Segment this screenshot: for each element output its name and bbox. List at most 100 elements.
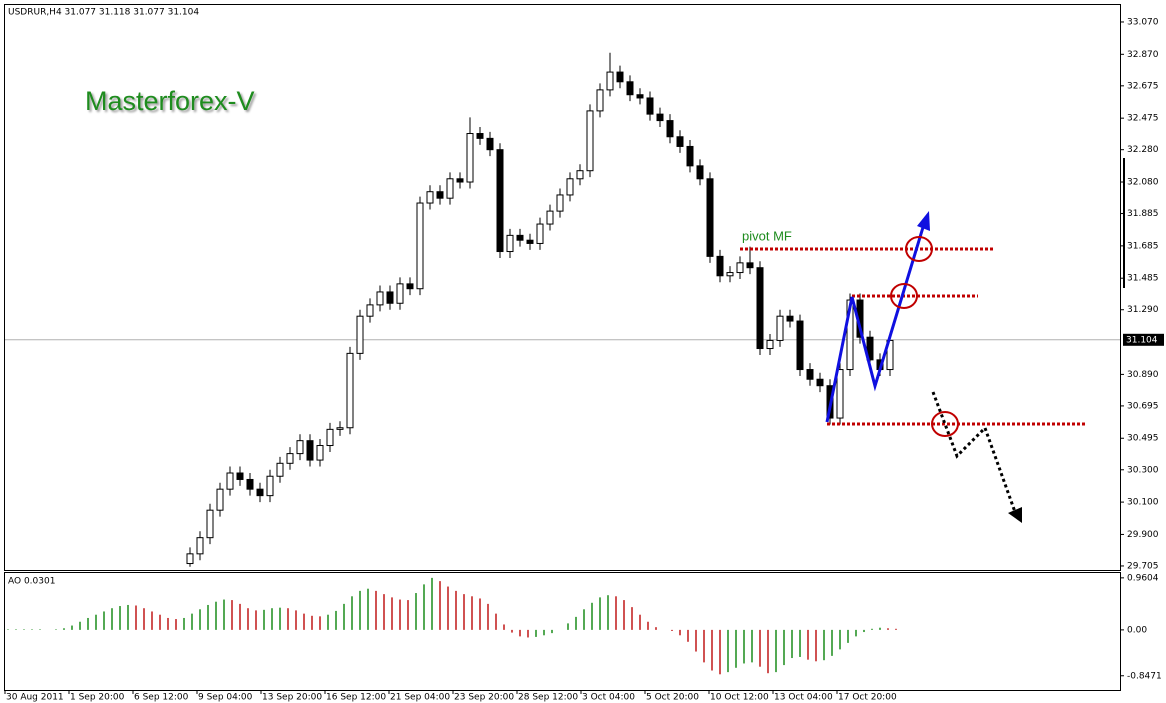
y-tick-label: 30.695	[1127, 401, 1159, 411]
candle-body	[866, 336, 874, 361]
candle-body	[746, 262, 754, 269]
candle-body	[656, 113, 664, 122]
candle-body	[696, 165, 704, 180]
candle-body	[356, 315, 364, 354]
candle-body	[726, 272, 734, 277]
candle-body	[706, 178, 714, 257]
zigzag	[931, 391, 1017, 513]
candle-body	[586, 110, 594, 172]
candle-body	[736, 262, 744, 274]
candle-body	[446, 178, 454, 199]
candle-body	[756, 267, 764, 350]
candle-body	[536, 223, 544, 244]
candle-body	[466, 133, 474, 183]
arrow-head	[917, 211, 930, 231]
candle-body	[386, 291, 394, 304]
y-tick-label: 30.495	[1127, 434, 1159, 444]
candle-body	[596, 89, 604, 112]
candle-body	[526, 239, 534, 244]
y-tick-label: 31.685	[1127, 241, 1159, 251]
y-tick-label: 32.280	[1127, 145, 1159, 155]
y-tick-label: 32.080	[1127, 178, 1159, 188]
y-tick-label: 30.300	[1127, 465, 1159, 475]
y-tick-label: 30.100	[1127, 498, 1159, 508]
candle-body	[346, 352, 354, 429]
candle-body	[666, 120, 674, 138]
candle-body	[296, 440, 304, 455]
y-tick-label: 0.9604	[1127, 573, 1159, 583]
x-tick-label: 23 Sep 20:00	[454, 693, 514, 703]
candle-body	[616, 71, 624, 83]
x-tick-label: 28 Sep 12:00	[518, 693, 578, 703]
y-tick-label: 29.705	[1127, 561, 1159, 571]
candle-body	[266, 475, 274, 497]
candle-body	[766, 339, 774, 350]
y-tick-label: 30.890	[1127, 370, 1159, 380]
candle-body	[516, 234, 524, 241]
y-tick-label: -0.8471	[1127, 671, 1162, 681]
candle-body	[306, 440, 314, 461]
y-tick-label: 31.485	[1127, 274, 1159, 284]
candle-body	[476, 133, 484, 139]
y-tick-label: 31.885	[1127, 209, 1159, 219]
circle	[905, 236, 933, 262]
x-tick-label: 17 Oct 20:00	[838, 693, 897, 703]
candle-body	[546, 210, 554, 225]
circle	[931, 411, 959, 437]
x-tick-label: 1 Sep 20:00	[70, 693, 125, 703]
x-tick-label: 9 Sep 04:00	[198, 693, 253, 703]
candle-body	[416, 202, 424, 290]
candle-body	[456, 178, 464, 183]
candle-body	[406, 283, 414, 290]
x-tick-label: 13 Sep 20:00	[262, 693, 322, 703]
candle-body	[246, 478, 254, 490]
candle-body	[396, 283, 404, 304]
annotation: pivot MF	[742, 228, 792, 243]
y-tick-label: 33.070	[1127, 17, 1159, 27]
current-price-label: 31.104	[1126, 335, 1158, 345]
y-tick-label: 32.475	[1127, 114, 1159, 124]
candle-body	[436, 191, 444, 199]
y-tick-label: 32.675	[1127, 81, 1159, 91]
y-tick-label: 31.290	[1127, 305, 1159, 315]
candle-body	[276, 462, 284, 477]
x-tick-label: 6 Sep 12:00	[134, 693, 189, 703]
candle-body	[796, 320, 804, 371]
x-tick-label: 21 Sep 04:00	[390, 693, 450, 703]
candle-body	[286, 453, 294, 464]
x-tick-label: 3 Oct 04:00	[582, 693, 635, 703]
candle-body	[566, 178, 574, 196]
candle-body	[836, 369, 844, 419]
drawings	[740, 211, 1087, 523]
y-tick-label: 0.00	[1127, 625, 1147, 635]
x-tick-label: 30 Aug 2011	[6, 693, 64, 703]
candle-body	[186, 553, 194, 565]
candle-body	[686, 145, 694, 167]
candle-body	[206, 509, 214, 539]
candle-body	[676, 136, 684, 147]
candle-body	[506, 234, 514, 253]
candle-body	[196, 537, 204, 555]
circle	[890, 283, 918, 309]
candle-body	[576, 170, 584, 180]
header: USDRUR,H4 31.077 31.118 31.077 31.104	[8, 8, 199, 18]
x-tick-label: 16 Sep 12:00	[326, 693, 386, 703]
indicator-panel	[4, 572, 1121, 691]
candle-body	[256, 488, 264, 497]
candle-body	[226, 472, 234, 490]
watermark-title: Masterforex-V	[85, 86, 255, 116]
candle-body	[376, 291, 384, 306]
candle-body	[216, 488, 224, 511]
candle-body	[626, 81, 634, 96]
candle-body	[816, 378, 824, 387]
x-tick-label: 13 Oct 04:00	[774, 693, 833, 703]
candle-body	[556, 194, 564, 212]
y-tick-label: 29.900	[1127, 530, 1159, 540]
candle-body	[716, 255, 724, 277]
candle-body	[326, 428, 334, 447]
x-tick-label: 5 Oct 20:00	[646, 693, 699, 703]
candle-body	[786, 315, 794, 322]
candle-body	[236, 472, 244, 480]
candle-body	[486, 137, 494, 151]
